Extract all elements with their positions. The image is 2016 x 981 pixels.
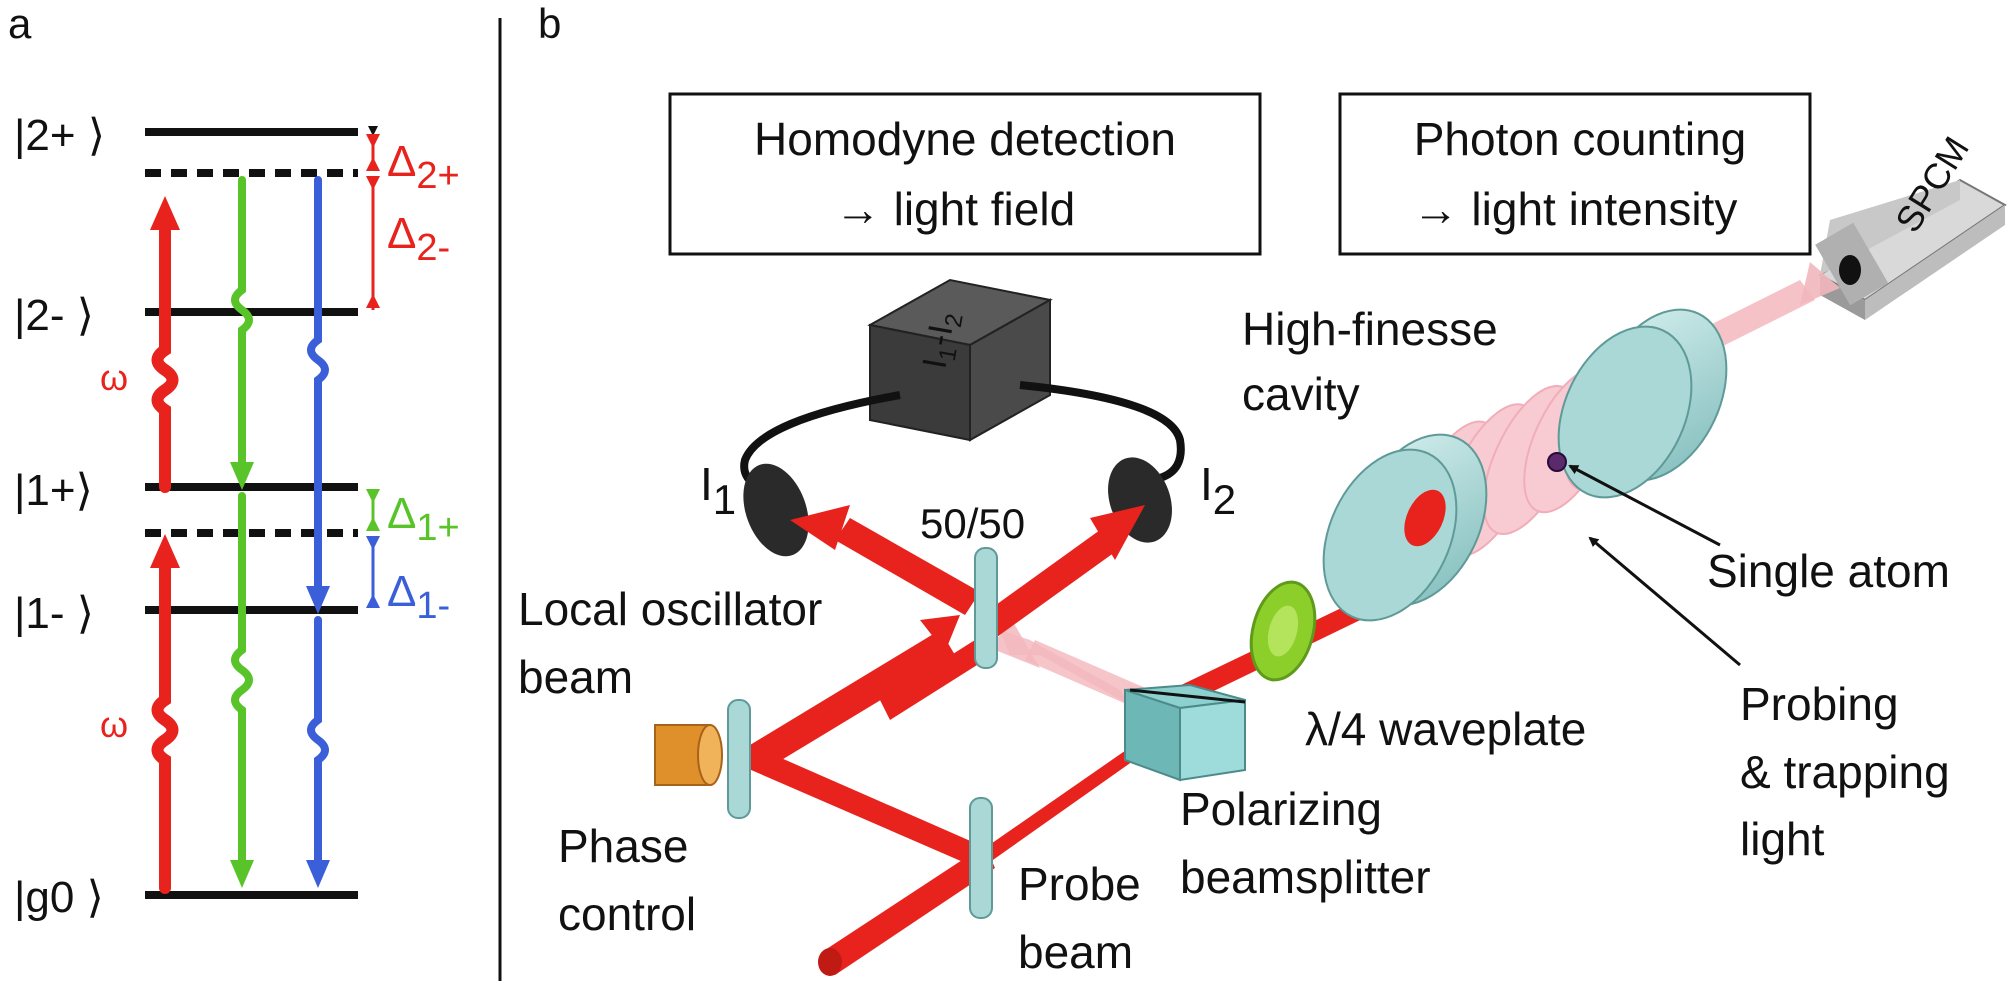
homodyne-line2: → light field: [835, 183, 1075, 235]
red-arrowhead-upper: [150, 196, 180, 230]
panel-a-label: a: [8, 0, 32, 47]
blue-arrowhead-mid: [306, 586, 330, 614]
lo-beam-lens: [735, 740, 975, 865]
phase-plate: [727, 699, 751, 819]
level-1plus-label: |1+⟩: [14, 466, 93, 515]
lo-arrowhead: [920, 615, 960, 652]
homodyne-line1: Homodyne detection: [754, 113, 1176, 165]
pbs-label-line1: Polarizing: [1180, 783, 1382, 835]
trapping-line1: Probing: [1740, 678, 1899, 730]
probe-to-pbs: [985, 730, 1160, 862]
splitter-label: 50/50: [920, 500, 1025, 547]
lo-label-line2: beam: [518, 651, 633, 703]
lo-label-line1: Local oscillator: [518, 583, 822, 635]
output-arrowhead: [1800, 262, 1840, 305]
photodiode-2-label: I2: [1200, 458, 1236, 523]
probe-input-end: [818, 948, 842, 976]
spcm-detector: SPCM: [1815, 129, 2007, 320]
level-2plus-label: |2+ ⟩: [14, 111, 105, 160]
red-photon-upper-path: [151, 216, 179, 493]
probe-label-line2: beam: [1018, 926, 1133, 978]
red-excitation-arrows: [151, 216, 179, 894]
cavity-mirror-right: [1557, 308, 1728, 499]
waveplate-inner: [1267, 605, 1299, 657]
photodiode-1: [743, 463, 809, 557]
optics-plates: [727, 547, 998, 919]
counting-line1: Photon counting: [1414, 113, 1747, 165]
beam-to-pd2: [975, 530, 1115, 642]
phase-control-lens: [654, 724, 723, 786]
probe-input-beam: [825, 845, 995, 975]
atom-label: Single atom: [1707, 545, 1950, 597]
detector-cable-right: [1019, 381, 1185, 482]
delta-1minus: Δ1-: [387, 567, 450, 627]
single-atom: [1547, 452, 1567, 472]
blue-arrowhead-bottom: [306, 860, 330, 888]
level-1minus-label: |1- ⟩: [14, 589, 94, 638]
probe-label-line1: Probe: [1018, 858, 1141, 910]
cavity-label-line1: High-finesse: [1242, 303, 1498, 355]
trapping-pointer: [1588, 536, 1741, 667]
phase-label-line1: Phase: [558, 820, 688, 872]
trapping-line3: light: [1740, 813, 1825, 865]
homodyne-box: [668, 92, 1262, 256]
beam-to-pd1: [835, 518, 980, 615]
splitter-plate: [974, 547, 998, 669]
counting-box: [1338, 92, 1812, 256]
energy-levels: [145, 128, 358, 899]
green-emission-arrow: [231, 176, 253, 864]
probe-plate: [969, 797, 993, 919]
level-ground-label: |g0 ⟩: [14, 873, 104, 922]
atom-pointer: [1568, 464, 1721, 547]
cavity-mirror-left: [1322, 433, 1488, 622]
detuning-brackets: [366, 126, 380, 608]
waveplate-label: λ/4 waveplate: [1305, 703, 1586, 755]
panel-b-label: b: [538, 0, 561, 47]
omega-lower: ω: [100, 704, 128, 745]
level-2minus-label: |2- ⟩: [14, 291, 94, 340]
pbs-label-line2: beamsplitter: [1180, 851, 1431, 903]
difference-detector-cube: I1-I2: [867, 278, 1053, 442]
delta-2plus: Δ2+: [387, 137, 460, 197]
blue-emission-arrow: [307, 176, 329, 864]
trapping-line2: & trapping: [1740, 746, 1950, 798]
omega-upper: ω: [100, 357, 128, 398]
cavity-label-line2: cavity: [1242, 368, 1360, 420]
counting-line2: → light intensity: [1413, 183, 1738, 235]
photodiode-1-label: I1: [700, 458, 736, 523]
red-arrowhead-lower: [150, 534, 180, 568]
lo-to-splitter: [750, 630, 955, 770]
delta-1plus: Δ1+: [387, 489, 460, 549]
panel-a: a |2+ ⟩ |2- ⟩ |1+⟩ |1- ⟩ |g0 ⟩ ω ω: [8, 0, 460, 922]
pink-beam-path: [1025, 640, 1150, 710]
green-arrowhead-mid: [230, 462, 254, 490]
phase-label-line2: control: [558, 888, 696, 940]
delta-2minus: Δ2-: [387, 209, 450, 269]
spcm-aperture: [1839, 255, 1861, 285]
polarizing-beamsplitter: [1124, 683, 1246, 782]
red-photon-lower-path: [151, 554, 179, 894]
cube-label: I1-I2: [915, 309, 968, 373]
green-arrowhead-bottom: [230, 860, 254, 888]
splitter-lower-beam: [880, 640, 985, 720]
panel-b: b Homodyne detection → light field Photo…: [518, 0, 2007, 978]
pd2-arrowhead: [1090, 505, 1145, 560]
pd1-arrowhead: [790, 505, 850, 550]
